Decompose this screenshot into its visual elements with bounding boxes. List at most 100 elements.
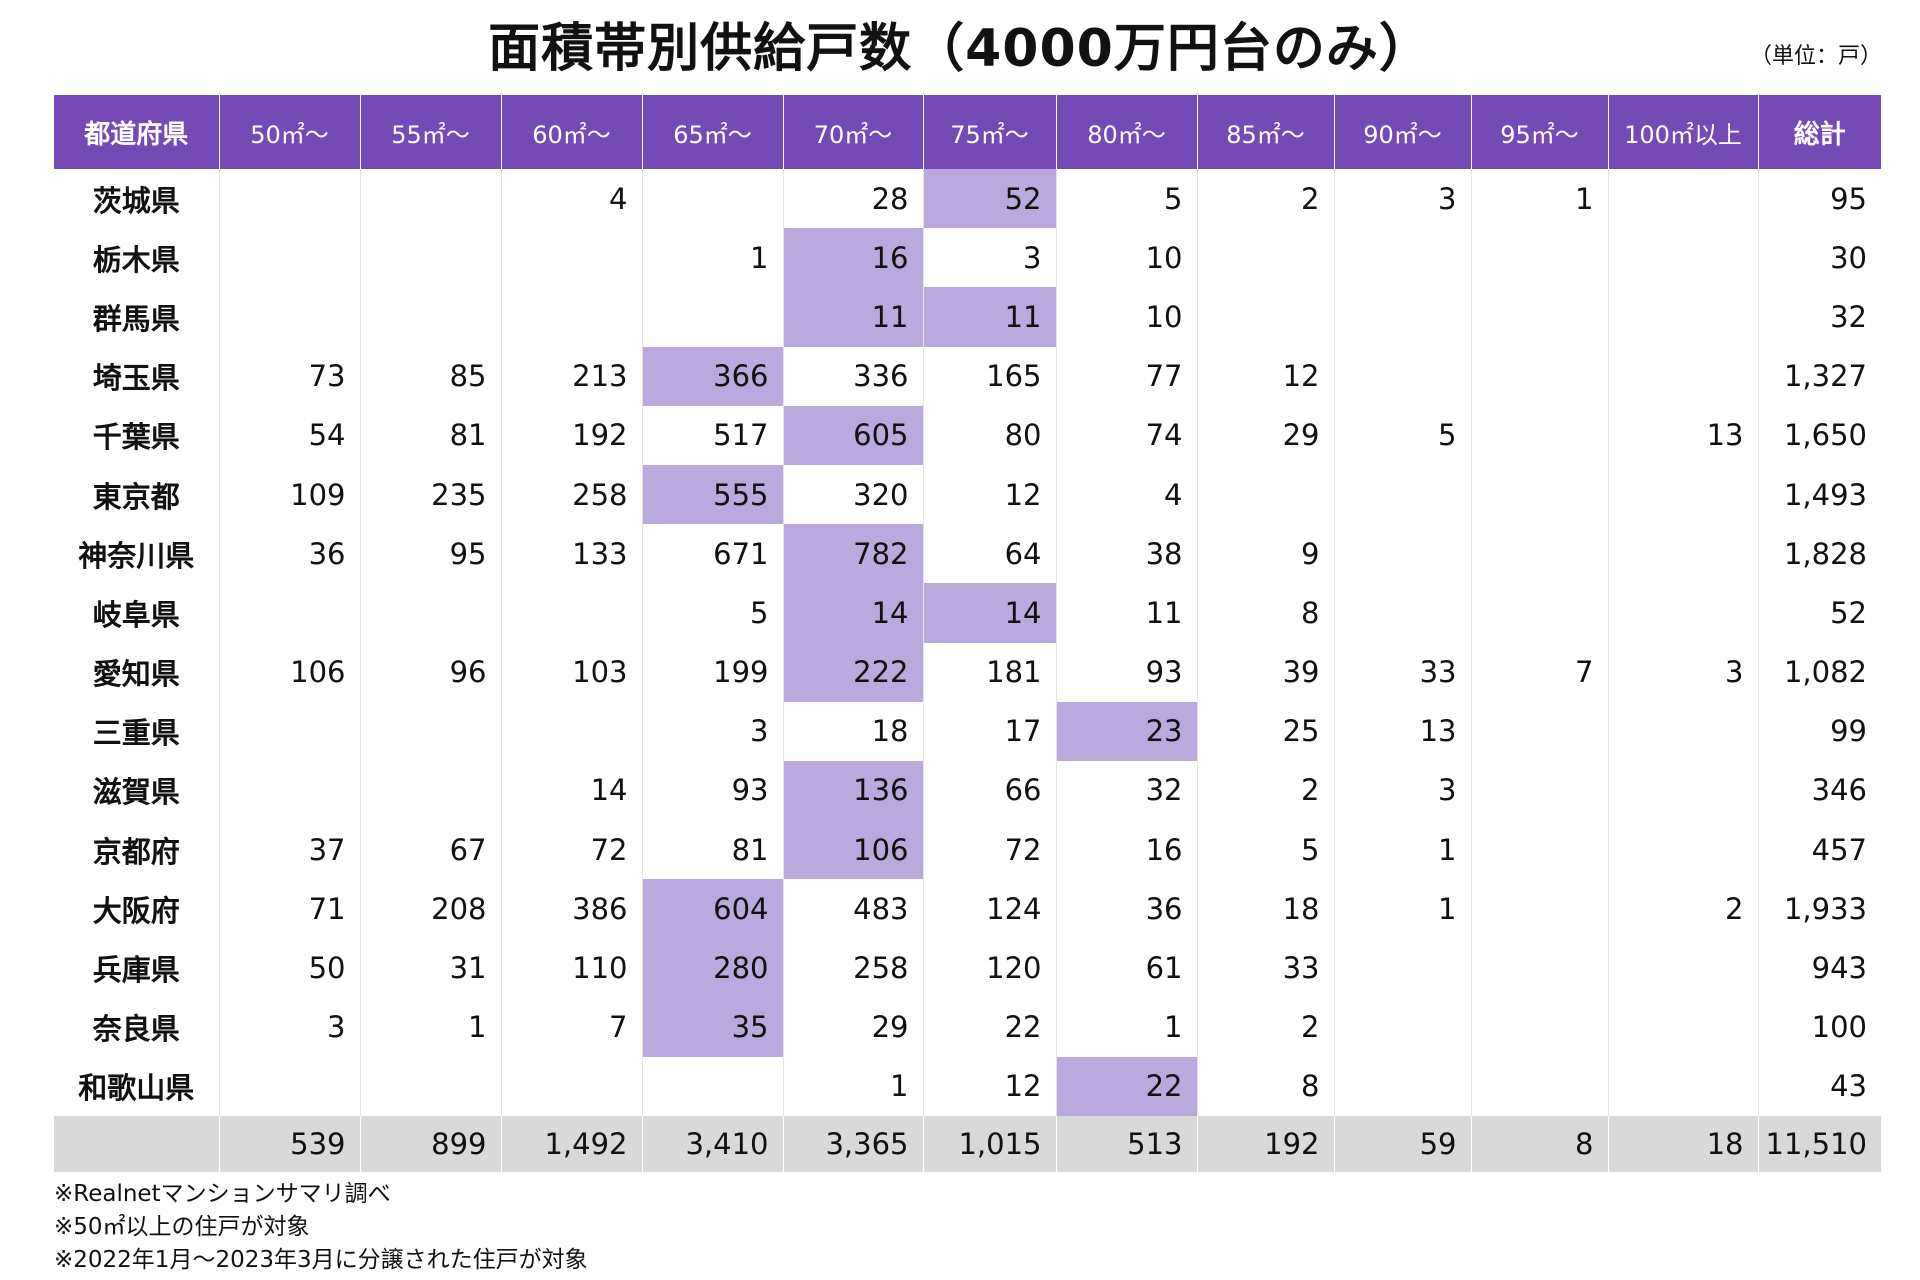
row-total-cell: 1,082 xyxy=(1757,642,1881,702)
value-cell: 10 xyxy=(1055,228,1197,288)
header-area-3: 60㎡～ xyxy=(500,95,642,169)
prefecture-name: 栃木県 xyxy=(92,242,180,277)
value-cell: 1 xyxy=(782,1056,923,1116)
value-cell: 81 xyxy=(641,820,783,880)
header-row: 都道府県 50㎡～ 55㎡～ 60㎡～ 65㎡～ 70㎡～ 75㎡～ 80㎡～ 85㎡～ 90㎡～… xyxy=(54,95,1881,169)
value-cell: 13 xyxy=(1607,405,1758,465)
prefecture-name: 三重県 xyxy=(92,716,180,751)
value-cell: 3 xyxy=(218,997,360,1057)
prefecture-name: 大阪府 xyxy=(92,893,180,928)
value-cell: 1 xyxy=(1055,997,1197,1057)
value-cell xyxy=(1607,583,1758,643)
value-cell: 106 xyxy=(218,642,360,702)
row-total-cell: 1,933 xyxy=(1757,879,1881,939)
value-cell: 10 xyxy=(1055,287,1197,347)
value-cell: 517 xyxy=(641,405,783,465)
value-cell xyxy=(218,169,360,229)
column-total-cell: 3,410 xyxy=(641,1116,783,1172)
value-cell xyxy=(1196,228,1334,288)
header-prefecture: 都道府県 xyxy=(54,95,219,169)
value-cell: 5 xyxy=(1196,820,1334,880)
column-total-cell: 3,365 xyxy=(782,1116,923,1172)
unit-note: （単位：戸） xyxy=(1749,44,1882,69)
row-total-cell: 95 xyxy=(1757,169,1881,229)
value-cell: 7 xyxy=(1470,642,1608,702)
header-area-6: 75㎡～ xyxy=(922,95,1056,169)
value-cell: 72 xyxy=(922,820,1056,880)
table-row: 群馬県 11 11 10 32 xyxy=(54,287,1881,347)
row-total-cell: 457 xyxy=(1757,820,1881,880)
value-cell: 29 xyxy=(782,997,923,1057)
value-cell: 8 xyxy=(1196,1056,1334,1116)
value-cell: 28 xyxy=(782,169,923,229)
value-cell: 3 xyxy=(1607,642,1758,702)
value-cell: 5 xyxy=(1333,405,1471,465)
value-cell xyxy=(218,583,360,643)
value-cell xyxy=(359,287,501,347)
value-cell xyxy=(1470,524,1608,584)
row-total-cell: 32 xyxy=(1757,287,1881,347)
notes: ※Realnetマンションサマリ調べ ※50㎡以上の住戸が対象 ※2022年1月～2… xyxy=(54,1178,588,1277)
row-total-cell: 99 xyxy=(1757,701,1881,761)
value-cell: 3 xyxy=(1333,169,1471,229)
prefecture-name: 千葉県 xyxy=(92,420,180,455)
value-cell xyxy=(1333,464,1471,525)
value-cell: 133 xyxy=(500,524,642,584)
row-total-cell: 943 xyxy=(1757,938,1881,998)
value-cell xyxy=(1470,820,1608,880)
value-cell: 12 xyxy=(1196,346,1334,406)
value-cell xyxy=(1333,997,1471,1057)
header-area-5: 70㎡～ xyxy=(782,95,923,169)
value-cell: 16 xyxy=(1055,820,1197,880)
value-cell: 336 xyxy=(782,346,923,406)
value-cell: 1 xyxy=(1470,169,1608,229)
value-cell xyxy=(1607,169,1758,229)
value-cell: 109 xyxy=(218,464,360,525)
value-cell xyxy=(500,701,642,761)
value-cell: 22 xyxy=(922,997,1056,1057)
value-cell xyxy=(641,287,783,347)
value-cell xyxy=(1470,701,1608,761)
table-row: 三重県 3 18 17 23 25 13 99 xyxy=(54,701,1881,761)
value-cell: 222 xyxy=(782,642,923,702)
value-cell: 199 xyxy=(641,642,783,702)
table-row: 岐阜県 5 14 14 11 8 52 xyxy=(54,583,1881,643)
column-total-cell: 8 xyxy=(1470,1116,1608,1172)
value-cell: 1 xyxy=(359,997,501,1057)
value-cell: 4 xyxy=(500,169,642,229)
prefecture-name: 京都府 xyxy=(92,834,180,869)
value-cell: 181 xyxy=(922,642,1056,702)
value-cell: 85 xyxy=(359,346,501,406)
value-cell: 39 xyxy=(1196,642,1334,702)
value-cell xyxy=(1470,1056,1608,1116)
value-cell: 37 xyxy=(218,820,360,880)
value-cell xyxy=(1470,938,1608,998)
row-total-cell: 1,828 xyxy=(1757,524,1881,584)
value-cell: 11 xyxy=(1055,583,1197,643)
value-cell xyxy=(1333,524,1471,584)
value-cell xyxy=(218,228,360,288)
value-cell: 32 xyxy=(1055,760,1197,821)
header-area-9: 90㎡～ xyxy=(1333,95,1471,169)
table-row: 滋賀県 14 93 136 66 32 2 3 346 xyxy=(54,760,1881,821)
value-cell: 96 xyxy=(359,642,501,702)
value-cell: 12 xyxy=(922,464,1056,525)
value-cell: 4 xyxy=(1055,464,1197,525)
column-total-cell: 18 xyxy=(1607,1116,1758,1172)
value-cell: 52 xyxy=(922,169,1056,229)
value-cell: 136 xyxy=(782,760,923,821)
value-cell: 5 xyxy=(641,583,783,643)
value-cell: 36 xyxy=(218,524,360,584)
row-total-cell: 1,650 xyxy=(1757,405,1881,465)
value-cell xyxy=(1196,464,1334,525)
value-cell: 483 xyxy=(782,879,923,939)
row-total-cell: 30 xyxy=(1757,228,1881,288)
value-cell: 320 xyxy=(782,464,923,525)
value-cell: 3 xyxy=(922,228,1056,288)
header-area-8: 85㎡～ xyxy=(1196,95,1334,169)
value-cell: 18 xyxy=(782,701,923,761)
value-cell: 38 xyxy=(1055,524,1197,584)
column-total-cell: 192 xyxy=(1196,1116,1334,1172)
grand-total-cell: 11,510 xyxy=(1757,1116,1881,1172)
prefecture-name: 埼玉県 xyxy=(92,361,180,396)
